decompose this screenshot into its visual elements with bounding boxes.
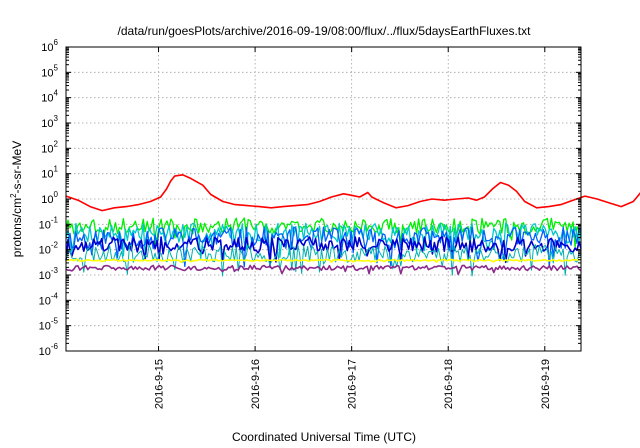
x-tick-label: 2016-9-17: [347, 359, 359, 409]
y-tick-base: 10: [41, 93, 53, 105]
y-tick-exponent: -2: [51, 241, 59, 250]
y-tick-exponent: -6: [51, 342, 59, 351]
y-tick-label: 104: [41, 89, 58, 105]
y-axis-label-sup: 2: [9, 193, 18, 198]
y-tick-label: 10-5: [39, 317, 59, 333]
x-tick-label: 2016-9-15: [154, 359, 166, 409]
y-tick-base: 10: [39, 295, 51, 307]
y-tick-exponent: -3: [51, 266, 59, 275]
y-tick-base: 10: [39, 321, 51, 333]
y-tick-exponent: -5: [51, 317, 59, 326]
y-axis-label: protons/cm2-s-sr-MeV: [9, 141, 24, 257]
x-tick-label: 2016-9-19: [540, 359, 552, 409]
y-tick-label: 10-1: [39, 215, 59, 231]
y-tick-label: 101: [41, 165, 58, 181]
y-tick-base: 10: [41, 143, 53, 155]
y-tick-label: 100: [41, 190, 58, 206]
series-layer: [65, 174, 640, 277]
y-tick-base: 10: [41, 42, 53, 54]
y-tick-label: 102: [41, 139, 58, 155]
y-tick-base: 10: [41, 118, 53, 130]
series-line-7: [65, 258, 582, 263]
y-axis-label-rest: -s-sr-MeV: [10, 141, 24, 194]
y-tick-label: 10-6: [39, 342, 59, 358]
series-line-3: [65, 222, 582, 260]
y-tick-exponent: 1: [54, 165, 59, 174]
y-axis: 10-610-510-410-310-210-11001011021031041…: [39, 38, 581, 358]
series-line-2: [65, 217, 582, 248]
x-tick-label: 2016-9-18: [443, 359, 455, 409]
y-tick-base: 10: [39, 346, 51, 358]
y-tick-base: 10: [41, 194, 53, 206]
y-tick-label: 10-3: [39, 266, 59, 282]
y-tick-exponent: 6: [54, 38, 59, 47]
y-tick-label: 10-4: [39, 291, 59, 307]
x-axis-label: Coordinated Universal Time (UTC): [232, 430, 416, 444]
y-tick-base: 10: [41, 67, 53, 79]
series-line-6: [65, 244, 582, 277]
y-tick-base: 10: [39, 219, 51, 231]
x-tick-label: 2016-9-16: [250, 359, 262, 409]
chart-title: /data/run/goesPlots/archive/2016-09-19/0…: [118, 24, 532, 38]
y-tick-exponent: 3: [54, 114, 59, 123]
y-tick-exponent: 2: [54, 139, 59, 148]
grid: [66, 47, 581, 351]
x-axis: 2016-9-15 2016-9-16 2016-9-17 2016-9-18 2016…: [154, 47, 552, 409]
y-tick-exponent: -4: [51, 291, 59, 300]
y-tick-exponent: 5: [54, 63, 59, 72]
series-line-4: [65, 226, 582, 269]
series-line-5: [65, 236, 582, 264]
y-tick-label: 10-2: [39, 241, 59, 257]
series-line-1: [65, 174, 640, 212]
y-tick-exponent: -1: [51, 215, 59, 224]
y-tick-label: 103: [41, 114, 58, 130]
y-axis-label-main: protons/cm: [10, 198, 24, 257]
y-tick-label: 105: [41, 63, 58, 79]
y-tick-base: 10: [41, 169, 53, 181]
y-tick-exponent: 0: [54, 190, 59, 199]
series-line-8: [65, 264, 582, 276]
y-tick-exponent: 4: [54, 89, 59, 98]
y-tick-base: 10: [39, 245, 51, 257]
y-tick-label: 106: [41, 38, 58, 54]
y-tick-base: 10: [39, 270, 51, 282]
